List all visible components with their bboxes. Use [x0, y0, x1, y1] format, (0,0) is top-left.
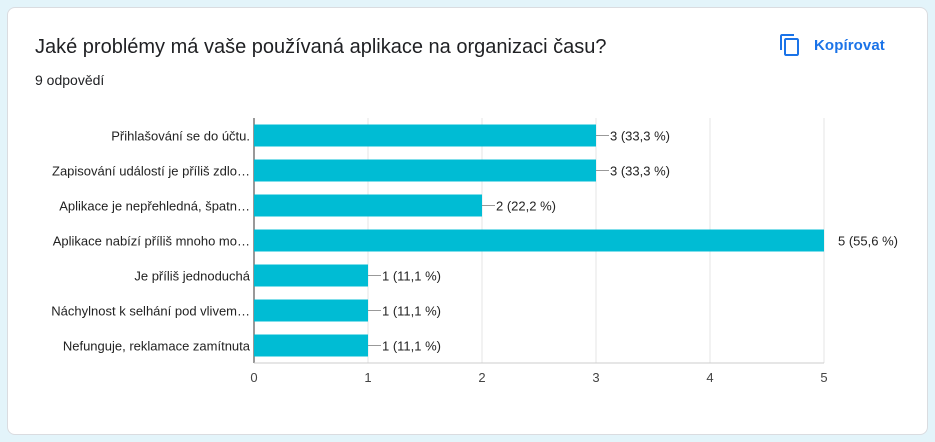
copy-label: Kopírovat: [814, 36, 885, 54]
bar: [254, 194, 482, 217]
category-label: Přihlašování se do účtu.: [111, 129, 250, 144]
response-count: 9 odpovědí: [35, 72, 105, 88]
copy-icon: [778, 33, 802, 57]
x-tick-label: 5: [820, 370, 827, 385]
category-label: Náchylnost k selhání pod vlivem…: [51, 304, 250, 319]
category-label: Je příliš jednoduchá: [134, 269, 250, 284]
bar: [254, 159, 596, 182]
category-label: Aplikace nabízí příliš mnoho mo…: [53, 234, 250, 249]
chart-card: Jaké problémy má vaše používaná aplikace…: [7, 7, 928, 435]
bar: [254, 334, 368, 357]
copy-button[interactable]: Kopírovat: [778, 30, 885, 60]
data-label: 5 (55,6 %): [838, 234, 898, 249]
bar: [254, 299, 368, 322]
x-tick-label: 4: [706, 370, 713, 385]
data-label: 1 (11,1 %): [382, 339, 441, 354]
data-label: 3 (33,3 %): [610, 164, 670, 179]
data-label: 1 (11,1 %): [382, 269, 441, 284]
data-label: 1 (11,1 %): [382, 304, 441, 319]
category-label: Aplikace je nepřehledná, špatn…: [59, 199, 250, 214]
x-tick-label: 0: [250, 370, 257, 385]
category-label: Nefunguje, reklamace zamítnuta: [63, 339, 251, 354]
data-label: 3 (33,3 %): [610, 129, 670, 144]
x-tick-label: 3: [592, 370, 599, 385]
bar: [254, 264, 368, 287]
question-title: Jaké problémy má vaše používaná aplikace…: [35, 36, 607, 58]
data-label: 2 (22,2 %): [496, 199, 556, 214]
category-label: Zapisování událostí je příliš zdlo…: [52, 164, 250, 179]
bar: [254, 124, 596, 147]
x-tick-label: 1: [364, 370, 371, 385]
x-tick-label: 2: [478, 370, 485, 385]
bar: [254, 229, 824, 252]
